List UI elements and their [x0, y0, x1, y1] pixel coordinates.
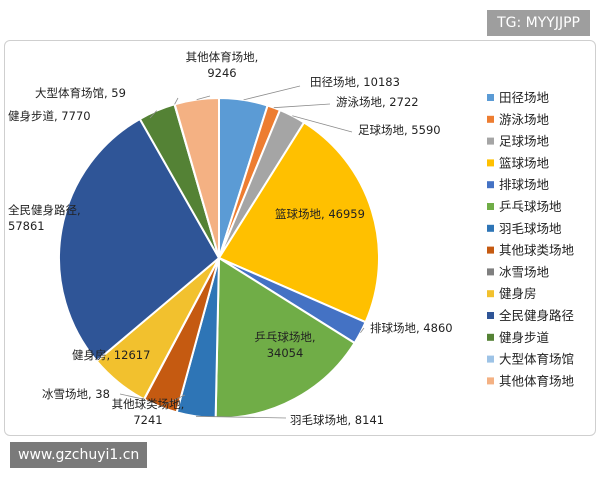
legend-label: 全民健身路径	[499, 308, 574, 323]
legend-item: 全民健身路径	[487, 308, 574, 323]
legend-item: 篮球场地	[487, 155, 550, 170]
legend-item: 羽毛球场地	[487, 221, 562, 236]
legend-swatch	[487, 246, 494, 254]
leader-lines-layer	[119, 85, 365, 419]
slice-label: 冰雪场地, 38	[42, 387, 110, 401]
legend-label: 冰雪场地	[499, 264, 550, 279]
legend-swatch	[487, 355, 494, 363]
slice-label: 游泳场地, 2722	[336, 95, 419, 109]
legend-swatch	[487, 377, 494, 385]
legend-item: 足球场地	[487, 134, 550, 149]
leader-line	[243, 85, 301, 101]
slice-label: 篮球场地, 46959	[275, 207, 365, 221]
legend: 田径场地游泳场地足球场地篮球场地排球场地乒乓球场地羽毛球场地其他球类场地冰雪场地…	[487, 90, 575, 388]
pie-slice	[217, 121, 380, 324]
legend-label: 其他球类场地	[499, 243, 575, 258]
legend-item: 其他球类场地	[487, 243, 575, 258]
legend-item: 大型体育场馆	[487, 352, 574, 367]
pie-slice	[58, 117, 221, 363]
slice-label: 健身房, 12617	[72, 348, 150, 362]
legend-label: 健身步道	[499, 330, 550, 345]
watermark-bottom: www.gzchuyi1.cn	[10, 442, 148, 468]
legend-item: 田径场地	[487, 90, 550, 105]
legend-item: 游泳场地	[487, 112, 550, 127]
slice-label: 大型体育场馆, 59	[35, 86, 126, 100]
legend-label: 健身房	[499, 286, 537, 301]
legend-label: 排球场地	[499, 177, 550, 192]
leader-line	[149, 110, 157, 119]
legend-swatch	[487, 181, 494, 189]
legend-label: 大型体育场馆	[499, 352, 574, 367]
leader-line	[292, 115, 353, 133]
slice-label: 排球场地, 4860	[370, 321, 453, 335]
legend-item: 健身步道	[487, 330, 550, 345]
legend-item: 乒乓球场地	[487, 199, 562, 214]
legend-swatch	[487, 137, 494, 145]
legend-item: 健身房	[487, 286, 537, 301]
leader-line	[119, 393, 145, 400]
legend-label: 其他体育场地	[499, 373, 575, 388]
legend-swatch	[487, 94, 494, 101]
legend-swatch	[487, 224, 494, 232]
legend-label: 篮球场地	[499, 155, 550, 170]
leader-line	[360, 327, 365, 334]
leader-line	[196, 95, 211, 100]
legend-swatch	[487, 312, 494, 319]
legend-label: 游泳场地	[499, 112, 550, 127]
pie-slice	[214, 256, 356, 419]
slice-label: 其他体育场地, 9246	[186, 50, 259, 80]
leader-line	[159, 394, 186, 408]
slices-layer	[58, 96, 380, 419]
leader-line	[195, 415, 287, 419]
legend-swatch	[487, 290, 494, 298]
slice-label: 健身步道, 7770	[8, 109, 91, 123]
slice-label: 田径场地, 10183	[310, 75, 400, 89]
slice-label: 足球场地, 5590	[358, 123, 441, 137]
legend-item: 冰雪场地	[487, 264, 550, 279]
legend-swatch	[487, 115, 494, 123]
leader-line	[174, 97, 179, 105]
legend-label: 足球场地	[499, 134, 550, 149]
legend-swatch	[487, 159, 494, 167]
legend-label: 乒乓球场地	[499, 199, 562, 214]
legend-label: 田径场地	[499, 90, 550, 105]
watermark-top: TG: MYYJJPP	[487, 10, 590, 36]
legend-item: 排球场地	[487, 177, 550, 192]
slice-label: 乒乓球场地, 34054	[254, 330, 315, 360]
slice-label: 羽毛球场地, 8141	[290, 413, 384, 427]
legend-swatch	[487, 333, 494, 341]
leader-line	[273, 103, 331, 109]
legend-swatch	[487, 203, 494, 210]
legend-swatch	[487, 268, 494, 276]
legend-item: 其他体育场地	[487, 373, 575, 388]
slice-labels-layer: 田径场地, 10183 游泳场地, 2722 足球场地, 5590 篮球场地, 469…	[8, 50, 453, 427]
legend-label: 羽毛球场地	[499, 221, 562, 236]
slice-label: 全民健身路径, 57861	[8, 203, 81, 233]
slice-label: 其他球类场地, 7241	[112, 397, 185, 427]
